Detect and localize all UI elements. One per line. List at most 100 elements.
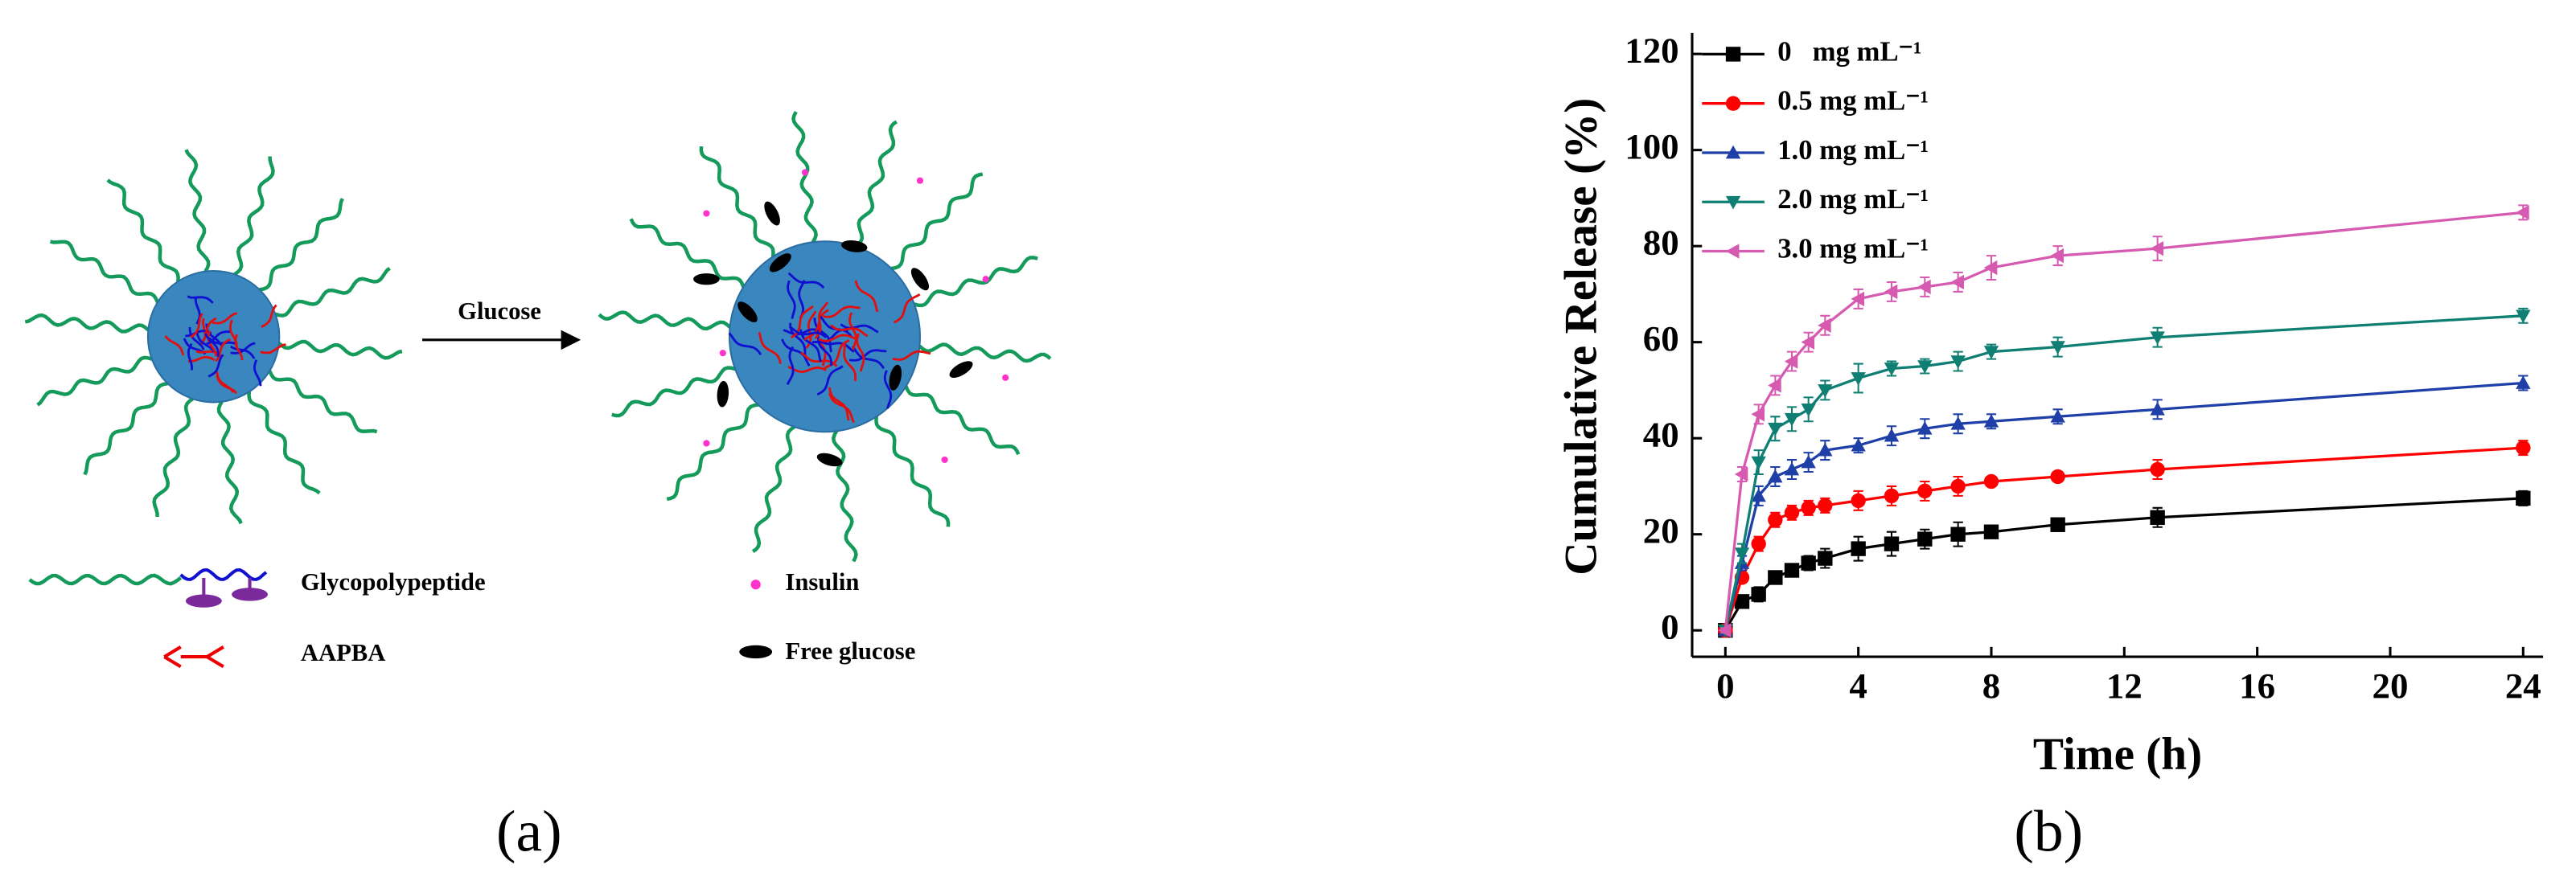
- legend-label: 1.0 mg mL⁻¹: [1777, 134, 1929, 166]
- point: [1818, 318, 1831, 333]
- chain: [890, 172, 984, 271]
- point: [1784, 461, 1800, 476]
- chain: [598, 310, 732, 331]
- chain: [187, 295, 214, 304]
- point: [1983, 524, 1999, 539]
- chain: [786, 346, 795, 386]
- point: [1751, 407, 1765, 422]
- chain: [207, 354, 224, 378]
- point: [1734, 547, 1750, 561]
- point: [1801, 555, 1816, 571]
- scheme: Glucose Glycopolypeptide AAPBA Insulin F…: [24, 111, 1052, 669]
- chain: [195, 331, 216, 353]
- chain: [787, 366, 827, 373]
- point: [2516, 309, 2531, 324]
- series-line: [1723, 497, 2524, 632]
- legend-label: Insulin: [785, 568, 859, 596]
- chain: [918, 342, 1052, 363]
- chain: [179, 567, 268, 581]
- point: [1950, 274, 1965, 290]
- y-tick-label: 60: [1643, 318, 1679, 359]
- point: [1851, 437, 1866, 452]
- point: [1818, 551, 1833, 566]
- point: [1884, 363, 1900, 376]
- chain: [874, 416, 951, 527]
- chain: [843, 344, 857, 382]
- chain: [848, 312, 857, 351]
- chain: [914, 256, 1038, 308]
- insulin: [916, 177, 924, 184]
- sugar: [185, 594, 222, 608]
- x-tick-label: 16: [2239, 666, 2275, 706]
- chain: [83, 381, 168, 476]
- sugar: [232, 588, 269, 601]
- point: [1818, 442, 1833, 457]
- point: [1818, 384, 1833, 398]
- point: [1884, 536, 1900, 551]
- chain: [828, 387, 850, 421]
- chain: [233, 156, 275, 277]
- point: [1884, 428, 1900, 442]
- chain: [611, 366, 736, 418]
- chain: [187, 342, 194, 371]
- arrow-label: Glucose: [458, 297, 541, 325]
- chain: [188, 326, 205, 350]
- chain: [883, 370, 893, 409]
- chain: [728, 332, 762, 356]
- chain: [260, 343, 286, 354]
- chain: [823, 339, 850, 371]
- y-tick-label: 80: [1643, 222, 1679, 262]
- point: [2516, 490, 2531, 506]
- chain: [893, 293, 921, 324]
- point: [1784, 412, 1800, 427]
- chain: [789, 322, 807, 359]
- y-tick-label: 100: [1625, 126, 1678, 166]
- glucose: [816, 453, 843, 467]
- point: [1768, 570, 1783, 585]
- aapba-icon: [163, 645, 224, 669]
- insulin: [703, 440, 710, 447]
- chain: [798, 280, 806, 319]
- chain: [629, 218, 746, 288]
- chain: [187, 355, 216, 363]
- chain: [818, 334, 857, 342]
- chain: [848, 349, 887, 362]
- x-tick-label: 24: [2505, 666, 2541, 706]
- point: [1818, 498, 1833, 514]
- chain: [28, 573, 183, 586]
- chain: [892, 350, 931, 361]
- glucose: [717, 380, 729, 408]
- chain: [274, 266, 391, 318]
- chain: [816, 330, 833, 367]
- chain: [36, 355, 153, 407]
- point: [2050, 469, 2065, 485]
- chain: [253, 359, 262, 387]
- point: [1768, 378, 1781, 393]
- chain: [758, 332, 782, 364]
- x-tick-label: 8: [1982, 666, 2000, 706]
- chain: [216, 375, 238, 395]
- glucose: [737, 301, 758, 323]
- chain: [230, 342, 256, 354]
- chain: [699, 146, 775, 257]
- point: [2150, 331, 2165, 345]
- y-axis-label: Cumulative Release (%): [1555, 98, 1606, 576]
- x-tick-label: 20: [2373, 666, 2409, 706]
- insulin: [719, 350, 726, 357]
- point: [1768, 512, 1783, 527]
- point: [2050, 409, 2065, 423]
- point: [1950, 416, 1966, 430]
- point: [2150, 240, 2164, 256]
- panel-label: (b): [2014, 798, 2083, 864]
- legend-label: Glycopolypeptide: [301, 568, 486, 596]
- point: [1851, 372, 1866, 386]
- series-line: [1723, 211, 2524, 631]
- chain: [201, 317, 217, 342]
- legend-marker: [1725, 195, 1741, 210]
- point: [1917, 483, 1933, 499]
- chain: [781, 338, 811, 367]
- chain: [854, 280, 879, 313]
- chain: [791, 305, 814, 339]
- glucose: [889, 364, 902, 391]
